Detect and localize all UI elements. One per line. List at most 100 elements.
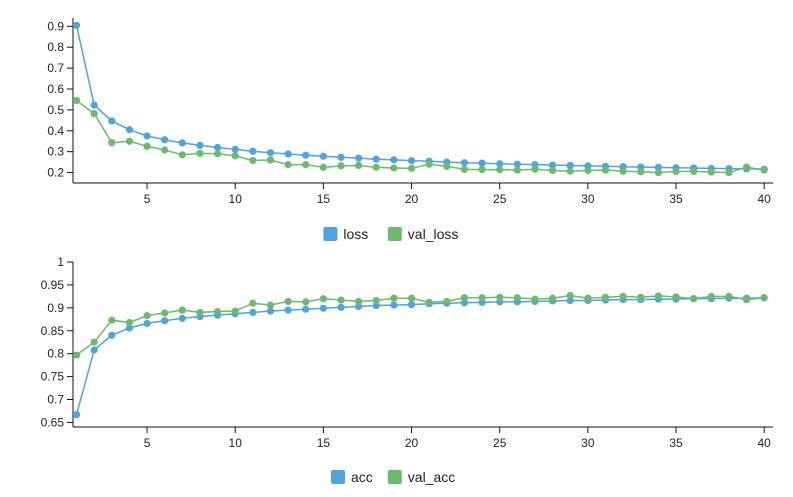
x-tick-label: 25 xyxy=(493,436,507,450)
val_loss-point xyxy=(760,166,768,174)
val_acc-point xyxy=(690,295,698,303)
legend-label-val_loss: val_loss xyxy=(408,226,459,242)
val_loss-point xyxy=(531,165,539,173)
acc-point xyxy=(390,301,398,309)
val_loss-point xyxy=(742,163,751,171)
loss-point xyxy=(231,145,239,153)
val_acc-point xyxy=(90,338,98,346)
val_acc-point xyxy=(372,296,380,305)
acc-point xyxy=(266,307,275,315)
series-acc xyxy=(72,294,768,419)
val_loss-point xyxy=(690,167,698,175)
val_acc-point xyxy=(231,307,239,315)
val_acc-point xyxy=(742,295,751,304)
acc-point xyxy=(460,299,469,307)
val_loss-point xyxy=(266,156,275,164)
x-tick-label: 15 xyxy=(317,436,331,450)
val_acc-point xyxy=(161,309,169,317)
val_acc-point xyxy=(355,297,363,306)
val_loss-point xyxy=(372,163,380,171)
acc-point xyxy=(125,324,134,332)
y-tick-label: 0.85 xyxy=(41,324,65,338)
loss-point xyxy=(249,147,257,155)
x-tick-label: 25 xyxy=(493,192,507,206)
val_acc-point xyxy=(760,294,768,302)
loss-point xyxy=(266,149,275,157)
loss-point xyxy=(372,155,380,163)
val_loss-point xyxy=(566,167,574,175)
x-tick-label: 15 xyxy=(317,192,331,206)
y-tick-label: 0.3 xyxy=(47,145,64,159)
legend-label-acc: acc xyxy=(351,469,373,485)
val_acc-point xyxy=(566,291,574,300)
val_acc-point xyxy=(548,294,557,302)
acc-point xyxy=(161,317,169,325)
y-tick-label: 0.7 xyxy=(47,61,64,75)
loss-point xyxy=(302,151,310,159)
loss-point xyxy=(548,161,557,169)
val_loss-point xyxy=(496,166,504,174)
y-tick-label: 0.6 xyxy=(47,82,64,96)
loss-point xyxy=(355,154,363,162)
legend-label-loss: loss xyxy=(343,226,368,242)
x-tick-label: 30 xyxy=(581,192,595,206)
acc-point xyxy=(566,296,574,305)
y-tick-label: 0.95 xyxy=(41,278,65,292)
acc-point xyxy=(372,301,380,310)
val_loss-point xyxy=(390,164,398,172)
val_acc-point xyxy=(672,293,680,301)
val_loss-point xyxy=(513,166,521,174)
val_loss-point xyxy=(302,161,310,169)
y-tick-label: 0.65 xyxy=(41,415,65,429)
y-tick-label: 0.8 xyxy=(47,40,64,54)
val_loss-point xyxy=(72,96,81,105)
series-val_acc xyxy=(72,291,768,359)
acc-point xyxy=(284,306,292,314)
val_loss-point xyxy=(425,160,433,168)
y-tick-label: 1 xyxy=(57,255,64,269)
acc-point xyxy=(178,314,186,322)
val_loss-point xyxy=(90,110,98,118)
loss-point xyxy=(460,159,469,167)
loss-point xyxy=(143,132,151,140)
val_acc-point xyxy=(407,294,416,302)
val_acc-point xyxy=(725,292,733,300)
x-tick-label: 40 xyxy=(758,436,772,450)
acc-point xyxy=(355,302,363,311)
acc-point xyxy=(108,331,116,339)
legend-label-val_acc: val_acc xyxy=(408,469,455,485)
val_acc-point xyxy=(425,298,433,306)
loss-point xyxy=(496,160,504,168)
val_loss-point xyxy=(654,168,662,177)
loss-point xyxy=(90,101,98,109)
val_loss-point xyxy=(707,168,715,176)
val_acc-point xyxy=(337,296,345,304)
x-tick-label: 5 xyxy=(144,192,151,206)
val_loss-point xyxy=(460,165,469,174)
val_acc-point xyxy=(178,306,186,314)
val_acc-point xyxy=(619,292,627,300)
val_acc-point xyxy=(707,292,715,300)
val_acc-point xyxy=(584,294,592,302)
val_acc-point xyxy=(496,293,504,301)
val_loss-point xyxy=(161,146,169,154)
loss-point xyxy=(566,161,574,170)
val_acc-point xyxy=(443,297,451,306)
acc-point xyxy=(302,305,310,313)
val_acc-point xyxy=(390,294,398,302)
loss-point xyxy=(390,156,398,164)
y-tick-label: 0.75 xyxy=(41,370,65,384)
val_acc-point xyxy=(531,295,539,303)
val_loss-point xyxy=(443,162,451,170)
x-tick-label: 35 xyxy=(669,436,683,450)
val_loss-point xyxy=(355,161,363,170)
val_acc-point xyxy=(266,301,275,309)
val_acc-point xyxy=(249,299,257,307)
val_acc-point xyxy=(284,297,292,306)
val_loss-point xyxy=(213,150,222,158)
loss-point xyxy=(161,136,169,144)
val_acc-point xyxy=(143,312,151,320)
x-tick-label: 35 xyxy=(669,192,683,206)
